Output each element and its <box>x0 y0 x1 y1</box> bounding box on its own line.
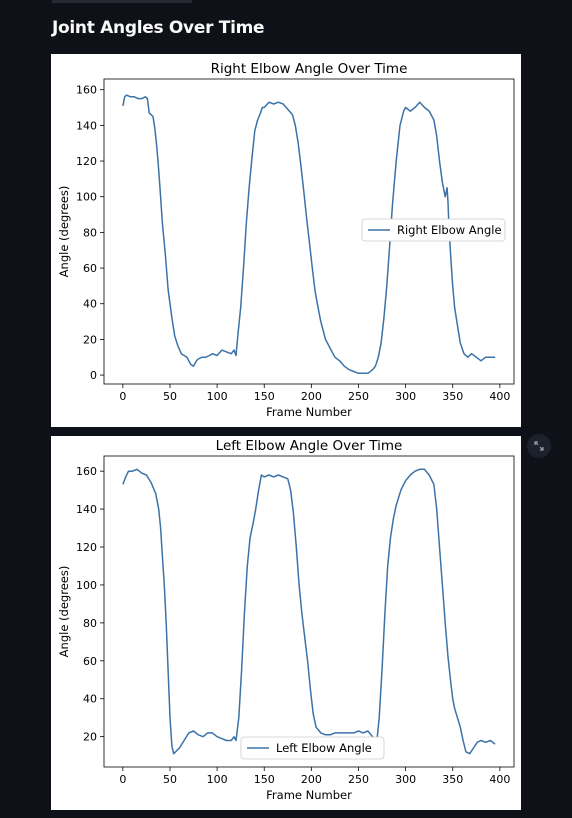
left-elbow-plot-frame <box>103 455 515 768</box>
left-elbow-x-tick-label: 200 <box>301 773 322 786</box>
left-elbow-y-tick-label: 120 <box>76 541 97 554</box>
right-elbow-y-tick-label: 140 <box>76 119 97 132</box>
right-elbow-legend-box <box>361 218 506 242</box>
header-fragment <box>52 0 192 3</box>
left-elbow-legend-box <box>240 736 385 760</box>
right-elbow-chart-title: Right Elbow Angle Over Time <box>211 61 408 77</box>
left-elbow-y-tick-label: 60 <box>83 655 97 668</box>
left-elbow-chart-title: Left Elbow Angle Over Time <box>216 438 403 454</box>
left-elbow-y-tick-label: 160 <box>76 465 97 478</box>
right-elbow-legend: Right Elbow Angle <box>361 218 506 242</box>
right-elbow-x-tick-label: 350 <box>442 390 463 403</box>
left-elbow-x-tick-label: 0 <box>119 773 126 786</box>
right-elbow-y-tick-label: 60 <box>83 262 97 275</box>
right-elbow-y-tick-label: 20 <box>83 333 97 346</box>
right-elbow-x-tick-label: 400 <box>489 390 510 403</box>
right-elbow-y-tick-label: 160 <box>76 84 97 97</box>
left-elbow-x-tick-label: 350 <box>442 773 463 786</box>
left-elbow-y-axis-label: Angle (degrees) <box>57 566 71 658</box>
right-elbow-legend-label: Right Elbow Angle <box>397 223 502 237</box>
right-elbow-x-tick-label: 200 <box>301 390 322 403</box>
right-elbow-x-tick-label: 250 <box>348 390 369 403</box>
left-elbow-y-tick-label: 40 <box>83 693 97 706</box>
right-elbow-y-tick-label: 80 <box>83 226 97 239</box>
fullscreen-button[interactable] <box>527 434 551 458</box>
left-elbow-y-tick-label: 20 <box>83 731 97 744</box>
left-elbow-y-tick-label: 140 <box>76 503 97 516</box>
right-elbow-y-tick-label: 120 <box>76 155 97 168</box>
right-elbow-x-tick-label: 150 <box>254 390 275 403</box>
right-elbow-y-axis-label: Angle (degrees) <box>57 186 71 278</box>
right-elbow-x-tick-label: 100 <box>207 390 228 403</box>
right-elbow-x-tick-label: 0 <box>119 390 126 403</box>
left-elbow-x-tick-label: 400 <box>489 773 510 786</box>
left-elbow-x-tick-label: 300 <box>395 773 416 786</box>
left-elbow-legend: Left Elbow Angle <box>240 736 385 760</box>
left-elbow-chart: Left Elbow Angle Over Time 0 50 100 150 200 25… <box>51 436 521 810</box>
right-elbow-chart: Right Elbow Angle Over Time 0 50 100 150 200 2… <box>51 54 521 427</box>
left-elbow-x-tick-label: 100 <box>207 773 228 786</box>
left-elbow-chart-svg: Left Elbow Angle Over Time 0 50 100 150 200 25… <box>57 438 515 802</box>
right-elbow-y-tick-label: 100 <box>76 191 97 204</box>
left-elbow-y-tick-label: 100 <box>76 579 97 592</box>
left-elbow-y-tick-label: 80 <box>83 617 97 630</box>
right-elbow-x-tick-label: 50 <box>163 390 177 403</box>
expand-icon <box>534 441 544 451</box>
right-elbow-x-tick-label: 300 <box>395 390 416 403</box>
right-elbow-series-line <box>122 94 496 375</box>
left-elbow-x-tick-label: 50 <box>163 773 177 786</box>
left-elbow-x-tick-label: 250 <box>348 773 369 786</box>
right-elbow-plot-frame <box>103 78 515 385</box>
right-elbow-y-tick-label: 0 <box>90 369 97 382</box>
page-title: Joint Angles Over Time <box>52 18 265 38</box>
left-elbow-series-line <box>122 468 496 755</box>
right-elbow-x-axis-label: Frame Number <box>266 405 352 419</box>
left-elbow-legend-label: Left Elbow Angle <box>276 741 372 755</box>
left-elbow-x-axis-label: Frame Number <box>266 788 352 802</box>
left-elbow-x-tick-label: 150 <box>254 773 275 786</box>
right-elbow-y-tick-label: 40 <box>83 298 97 311</box>
